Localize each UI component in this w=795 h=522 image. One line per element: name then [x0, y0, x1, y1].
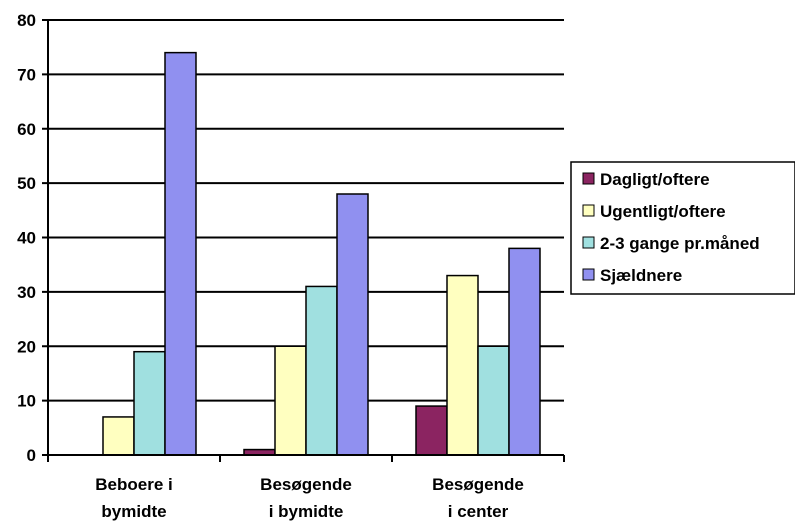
legend-label: Dagligt/oftere [600, 170, 710, 189]
bar [164, 51, 197, 456]
legend-box [570, 161, 795, 295]
bar [305, 285, 338, 456]
x-axis-labels: Beboere i bymidte Besøgende i bymidte Besøge… [95, 475, 524, 521]
y-tick-label: 80 [17, 11, 36, 30]
y-tick-label: 20 [17, 337, 36, 356]
y-tick-label: 10 [17, 392, 36, 411]
legend-swatch [582, 236, 595, 249]
legend-swatch [582, 268, 595, 281]
x-category-label: Besøgende i center [432, 475, 524, 521]
legend-swatch [582, 172, 595, 185]
x-category-label: Beboere i bymidte [95, 475, 172, 521]
y-tick-label: 40 [17, 229, 36, 248]
y-tick-label: 60 [17, 120, 36, 139]
bar [336, 193, 369, 456]
axes [42, 19, 565, 462]
bar [102, 416, 135, 456]
bar [274, 345, 307, 456]
legend-swatch [582, 204, 595, 217]
y-axis-ticks: 0 10 20 30 40 50 60 70 80 [17, 11, 36, 465]
legend-label: Ugentligt/oftere [600, 202, 726, 221]
x-category-label: Besøgende i bymidte [260, 475, 352, 521]
y-tick-label: 0 [27, 446, 36, 465]
bar [133, 350, 166, 456]
legend-label: Sjældnere [600, 266, 682, 285]
bars [102, 51, 541, 456]
legend-label: 2-3 gange pr.måned [600, 234, 760, 253]
y-tick-label: 30 [17, 283, 36, 302]
bar [415, 405, 448, 456]
y-tick-label: 50 [17, 174, 36, 193]
bar [477, 345, 510, 456]
y-tick-label: 70 [17, 65, 36, 84]
bar [446, 274, 479, 456]
bar [508, 247, 541, 456]
legend: Dagligt/oftere Ugentligt/oftere 2-3 gange … [570, 161, 795, 295]
